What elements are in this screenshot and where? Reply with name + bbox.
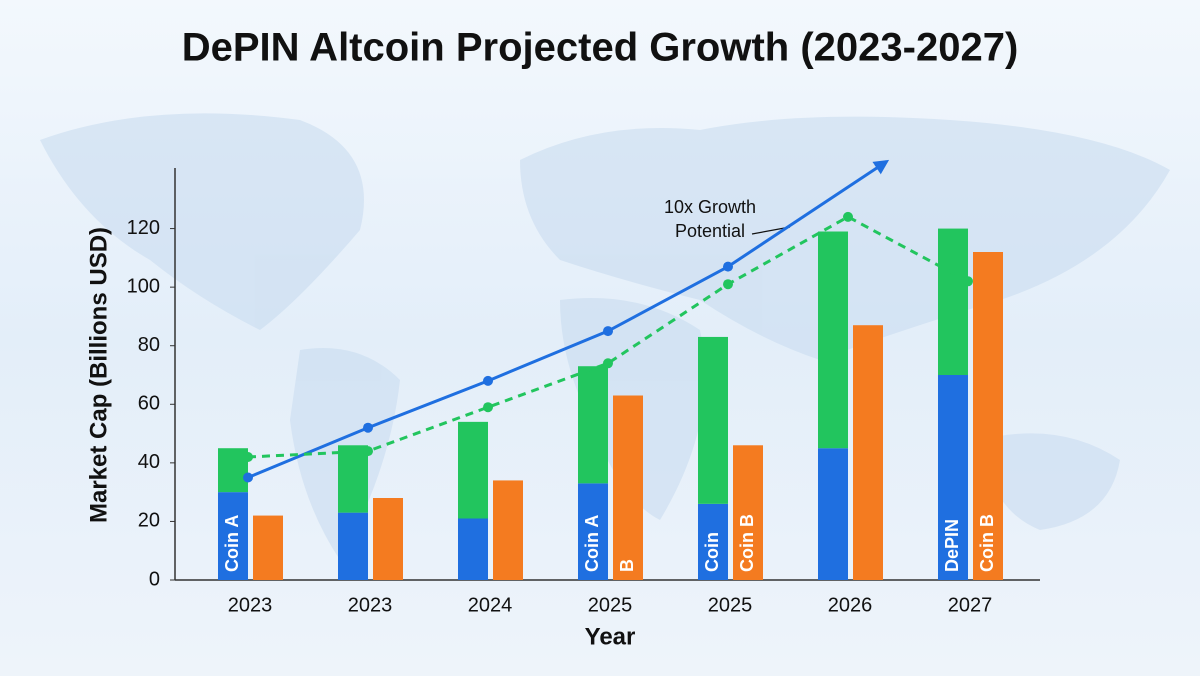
x-tick-label: 2025 bbox=[708, 594, 753, 616]
x-tick-label: 2026 bbox=[828, 594, 873, 616]
bar bbox=[853, 325, 883, 580]
line-point bbox=[963, 276, 973, 287]
annotation-box: 10x Growth Potential bbox=[663, 197, 757, 241]
y-tick-label: 60 bbox=[138, 393, 160, 415]
bar bbox=[578, 483, 608, 580]
y-tick-label: 100 bbox=[127, 275, 160, 297]
x-axis-label: Year bbox=[585, 623, 636, 650]
y-tick-label: 20 bbox=[138, 510, 160, 532]
line-point bbox=[723, 261, 733, 272]
bar bbox=[458, 518, 488, 580]
line-point bbox=[363, 422, 373, 433]
bar-label: B bbox=[617, 559, 637, 572]
line-point bbox=[483, 402, 493, 413]
line-point bbox=[363, 446, 373, 457]
annotation: 10x Growth Potential bbox=[663, 197, 757, 241]
bar bbox=[733, 445, 763, 580]
x-tick-label: 2027 bbox=[948, 594, 993, 616]
bar bbox=[373, 498, 403, 580]
bar bbox=[218, 492, 248, 580]
y-tick-label: 80 bbox=[138, 334, 160, 356]
bar bbox=[458, 421, 488, 519]
bar bbox=[493, 480, 523, 580]
x-tick-label: 2024 bbox=[468, 594, 513, 616]
line-point bbox=[483, 375, 493, 386]
line-point bbox=[243, 452, 253, 462]
bar bbox=[253, 515, 283, 580]
chart-title: DePIN Altcoin Projected Growth (2023-202… bbox=[182, 26, 1019, 70]
bar bbox=[818, 231, 848, 449]
bar-label: Coin B bbox=[737, 514, 757, 572]
bar bbox=[818, 448, 848, 580]
x-tick-label: 2025 bbox=[588, 594, 633, 616]
bar-label: DePIN bbox=[942, 519, 962, 572]
line-point bbox=[723, 279, 733, 290]
bar-label: Coin A bbox=[582, 515, 602, 572]
bar bbox=[218, 448, 248, 493]
line-point bbox=[603, 358, 613, 369]
bar bbox=[973, 252, 1003, 580]
y-tick-label: 120 bbox=[127, 217, 160, 239]
bar bbox=[938, 228, 968, 375]
bar-label: Coin A bbox=[222, 515, 242, 572]
bar-label: Coin B bbox=[977, 514, 997, 572]
bar bbox=[613, 395, 643, 580]
bar bbox=[938, 375, 968, 580]
x-tick-label: 2023 bbox=[348, 594, 393, 616]
bar bbox=[578, 366, 608, 484]
x-tick-label: 2023 bbox=[228, 594, 273, 616]
bar bbox=[338, 512, 368, 580]
trend-arrow bbox=[727, 159, 890, 268]
bar bbox=[698, 503, 728, 580]
y-tick-label: 0 bbox=[149, 568, 160, 590]
bar bbox=[698, 336, 728, 504]
line-point bbox=[603, 326, 613, 337]
bar bbox=[338, 445, 368, 513]
bar-label: Coin bbox=[702, 532, 722, 572]
y-tick-label: 40 bbox=[138, 451, 160, 473]
line-point bbox=[243, 472, 253, 483]
line-point bbox=[843, 211, 853, 222]
y-axis-label: Market Cap (Billions USD) bbox=[85, 227, 112, 523]
